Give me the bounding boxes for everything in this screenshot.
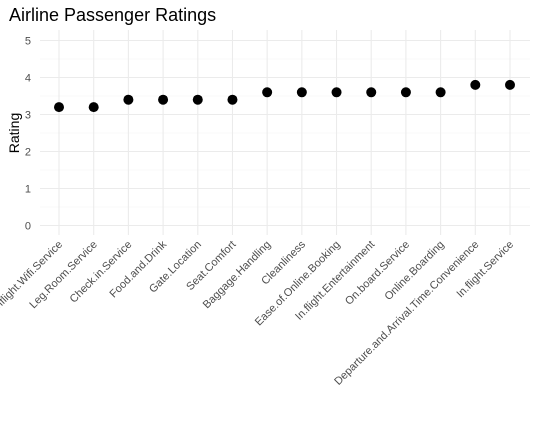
- data-point: [366, 87, 377, 98]
- data-point: [262, 87, 273, 98]
- data-point: [400, 87, 411, 98]
- y-tick-label: 0: [25, 221, 31, 233]
- data-point: [331, 87, 342, 98]
- y-tick-labels: 0 1 2 3 4 5: [25, 36, 31, 233]
- chart-title: Airline Passenger Ratings: [9, 5, 216, 25]
- data-point: [123, 94, 134, 105]
- x-tick-labels: Inflight.Wifi.ServiceLeg.Room.ServiceChe…: [0, 238, 516, 387]
- data-points: [54, 79, 515, 113]
- x-tick-label: Online.Boarding: [382, 239, 446, 303]
- data-point: [505, 79, 515, 90]
- x-tick-label: Check.in.Service: [68, 239, 135, 306]
- y-tick-label: 4: [25, 73, 31, 85]
- data-point: [88, 102, 99, 113]
- data-point: [54, 102, 64, 113]
- data-point: [192, 94, 203, 105]
- data-point: [227, 94, 238, 105]
- data-point: [296, 87, 307, 98]
- y-tick-label: 3: [25, 110, 31, 122]
- x-tick-label: On.board.Service: [343, 239, 412, 308]
- y-tick-label: 1: [25, 184, 31, 196]
- y-tick-label: 5: [25, 36, 31, 48]
- data-point: [435, 87, 446, 98]
- grid-lines: [40, 30, 530, 235]
- y-tick-label: 2: [25, 147, 31, 159]
- y-axis-title: Rating: [6, 113, 22, 153]
- data-point: [470, 79, 481, 90]
- data-point: [158, 94, 169, 105]
